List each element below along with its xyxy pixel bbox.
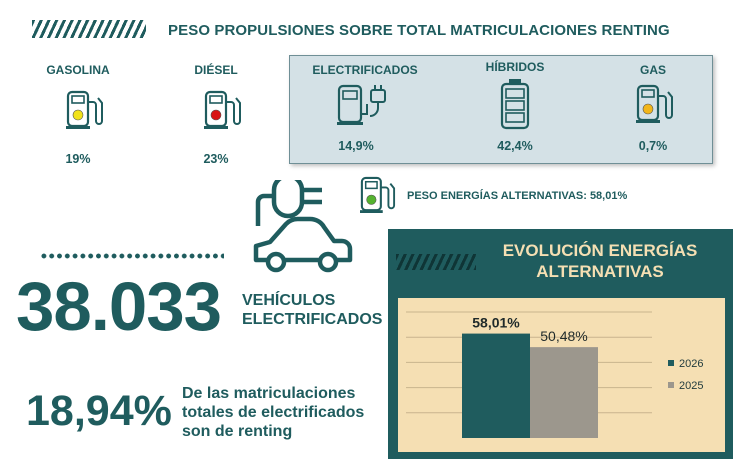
electrified-label-line2: ELECTRIFICADOS xyxy=(242,311,383,328)
dotted-divider xyxy=(40,252,224,260)
bar-2025 xyxy=(530,347,598,438)
fuel-gasolina: GASOLINA 19% xyxy=(40,60,116,170)
electrified-label-line1: VEHÍCULOS xyxy=(242,292,336,309)
alt-electrificados: ELECTRIFICADOS 14,9% xyxy=(300,60,430,160)
legend-swatch-2026 xyxy=(668,360,674,366)
legend-swatch-2025 xyxy=(668,382,674,388)
legend-label-2025: 2025 xyxy=(679,380,704,392)
chart-title: EVOLUCIÓN ENERGÍAS ALTERNATIVAS xyxy=(470,240,730,282)
chart-legend: 2026 2025 xyxy=(668,358,703,392)
chart-title-line2: ALTERNATIVAS xyxy=(536,262,664,281)
fuel-percentage: 14,9% xyxy=(338,139,374,153)
fuel-label: DIÉSEL xyxy=(194,63,238,77)
electrified-count: 38.033 xyxy=(16,268,222,345)
alternatives-total: PESO ENERGÍAS ALTERNATIVAS: 58,01% xyxy=(407,190,628,202)
fuel-label: ELECTRIFICADOS xyxy=(312,63,418,77)
bar-2026 xyxy=(462,333,530,438)
data-label-2025: 50,48% xyxy=(540,328,587,344)
fuel-label: HÍBRIDOS xyxy=(485,60,545,74)
renting-share-percentage: 18,94% xyxy=(26,387,172,435)
fuel-pump-icon xyxy=(360,176,396,213)
battery-icon xyxy=(500,79,530,130)
renting-share-description: De las matriculaciones totales de electr… xyxy=(182,384,364,441)
legend-item-2025: 2025 xyxy=(668,380,703,392)
chart-hatch-decoration xyxy=(396,254,476,270)
fuel-percentage: 42,4% xyxy=(497,139,533,153)
fuel-diesel: DIÉSEL 23% xyxy=(178,60,254,170)
renting-share-line2: totales de electrificados xyxy=(182,404,365,421)
alt-gas: GAS 0,7% xyxy=(615,60,691,160)
electric-car-icon xyxy=(253,180,353,273)
renting-share-line1: De las matriculaciones xyxy=(182,385,356,402)
fuel-pump-icon xyxy=(204,90,241,129)
electrified-label: VEHÍCULOS ELECTRIFICADOS xyxy=(242,291,382,329)
fuel-percentage: 19% xyxy=(65,152,91,166)
bar-chart: 58,01% 50,48% xyxy=(406,311,652,438)
fuel-pump-icon xyxy=(66,90,103,129)
fuel-pump-icon xyxy=(636,84,673,123)
legend-label-2026: 2026 xyxy=(679,358,704,370)
fuel-label: GASOLINA xyxy=(46,63,110,77)
alt-hibridos: HÍBRIDOS 42,4% xyxy=(460,60,570,160)
renting-share-line3: son de renting xyxy=(182,423,293,440)
header-hatch-decoration xyxy=(32,20,146,38)
electric-charger-icon xyxy=(337,84,386,125)
fuel-label: GAS xyxy=(639,63,666,77)
data-label-2026: 58,01% xyxy=(472,315,520,331)
legend-item-2026: 2026 xyxy=(668,358,703,370)
fuel-percentage: 23% xyxy=(203,152,229,166)
fuel-percentage: 0,7% xyxy=(638,139,668,153)
chart-title-line1: EVOLUCIÓN ENERGÍAS xyxy=(502,241,698,260)
page-title: PESO PROPULSIONES SOBRE TOTAL MATRICULAC… xyxy=(168,22,670,39)
